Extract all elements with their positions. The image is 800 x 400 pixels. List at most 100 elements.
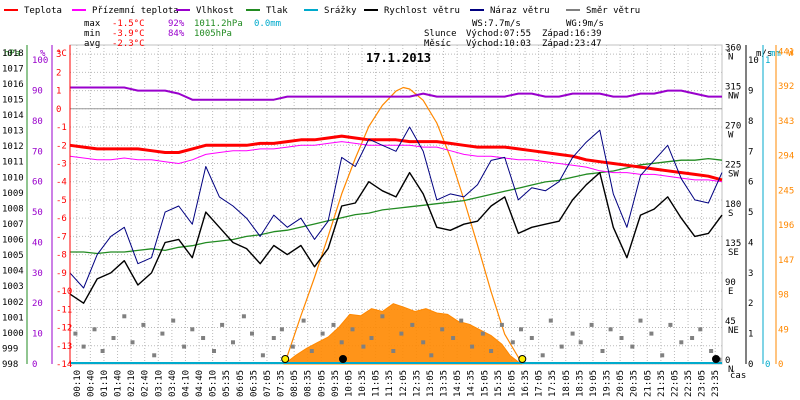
tick-c: -1 (56, 123, 67, 133)
wind-direction-point (668, 322, 673, 327)
tick-hpa: 1014 (2, 111, 24, 121)
wind-direction-point (111, 336, 116, 340)
tick-c: -13 (56, 342, 72, 352)
tick-time: 11:35 (385, 370, 395, 397)
legend-label-humidity: Vlhkost (196, 6, 234, 16)
wind-direction-point (510, 340, 515, 345)
wind-direction-point (600, 349, 605, 353)
tick-dir: NE (728, 326, 739, 336)
axis-label-pct: % (40, 49, 46, 59)
wind-direction-point (130, 340, 135, 345)
tick-time: 02:10 (127, 370, 137, 397)
tick-deg: 180 (725, 200, 741, 210)
tick-w: 294 (778, 152, 794, 162)
wind-direction-point (271, 336, 276, 340)
wind-direction-point (540, 353, 545, 358)
tick-deg: 360 (725, 44, 741, 54)
moon-rise: Východ:10:03 (466, 39, 531, 49)
tick-pct: 50 (32, 208, 43, 218)
tick-time: 09:35 (331, 370, 341, 397)
tick-time: 06:05 (236, 370, 246, 397)
legend-label-feels_like: Přízemní teplota (92, 6, 179, 16)
tick-ms: 4 (748, 238, 753, 248)
tick-hpa: 1007 (2, 220, 24, 230)
tick-c: -12 (56, 324, 72, 334)
wind-direction-point (361, 344, 366, 349)
tick-c: -5 (56, 196, 67, 206)
tick-time: 22:05 (671, 370, 681, 397)
wind-direction-point (608, 327, 613, 332)
wind-direction-point (171, 318, 176, 323)
tick-pct: 60 (32, 178, 43, 188)
stat-max-label: max (84, 19, 101, 29)
tick-deg: 135 (725, 239, 741, 249)
wind-direction-point (679, 340, 684, 345)
tick-pct: 40 (32, 238, 43, 248)
tick-time: 14:05 (453, 370, 463, 397)
tick-time: 07:35 (277, 370, 287, 397)
wind-direction-point (92, 327, 97, 332)
tick-w: 343 (778, 117, 794, 127)
tick-ms: 1 (748, 330, 753, 340)
wind-direction-point (391, 349, 396, 353)
tick-pct: 90 (32, 87, 43, 97)
tick-time: 19:05 (589, 370, 599, 397)
legend-label-wind_direction: Směr větru (586, 6, 640, 16)
tick-time: 09:05 (317, 370, 327, 397)
tick-pct: 100 (32, 56, 48, 66)
tick-ms: 0 (748, 360, 753, 370)
tick-c: -2 (56, 141, 67, 151)
tick-deg: 225 (725, 161, 741, 171)
tick-time: 13:05 (426, 370, 436, 397)
stat-max-temp: -1.5°C (112, 19, 145, 29)
humidity-line (70, 86, 722, 101)
tick-hpa: 1010 (2, 173, 24, 183)
tick-ms: 6 (748, 178, 753, 188)
wind-direction-point (182, 344, 187, 349)
wind-direction-point (630, 344, 635, 349)
tick-mm: 1 (765, 56, 770, 66)
tick-c: 1 (56, 87, 61, 97)
tick-hpa: 1004 (2, 267, 24, 277)
wind-direction-point (369, 336, 374, 340)
tick-time: 01:40 (114, 370, 124, 397)
tick-time: 18:05 (562, 370, 572, 397)
tick-c: -10 (56, 287, 72, 297)
wind-direction-point (260, 353, 265, 358)
tick-time: 04:40 (195, 370, 205, 397)
moonrise-marker (339, 355, 347, 363)
tick-time: 12:35 (412, 370, 422, 397)
wind-direction-point (190, 327, 195, 332)
wind-direction-point (440, 327, 445, 332)
tick-time: 17:05 (535, 370, 545, 397)
wind-direction-point (301, 318, 306, 323)
tick-time: 18:35 (575, 370, 585, 397)
tick-mm: 0 (765, 360, 770, 370)
tick-hpa: 1003 (2, 282, 24, 292)
wind-direction-point (320, 331, 325, 336)
axis-label-mm: mm (770, 49, 781, 59)
stat-avg-temp: -2.3°C (112, 39, 145, 49)
tick-time: 23:35 (711, 370, 721, 397)
tick-deg: 270 (725, 122, 741, 132)
wind-direction-point (212, 349, 216, 353)
tick-time: 05:35 (222, 370, 232, 397)
pressure-line (70, 157, 723, 255)
tick-time: 21:05 (643, 370, 653, 397)
wind-direction-point (380, 314, 385, 319)
tick-w: 196 (778, 221, 794, 231)
wind-direction-point (279, 327, 284, 332)
sun-set: Západ:16:39 (542, 29, 602, 39)
feels-like-line (69, 141, 723, 183)
wind-direction-point (529, 336, 534, 340)
wind-direction-point (570, 331, 575, 336)
tick-time: 01:10 (100, 370, 110, 397)
wind-gust-line (69, 126, 723, 289)
tick-time: 23:05 (698, 370, 708, 397)
tick-ms: 2 (748, 299, 753, 309)
tick-time: 03:10 (154, 370, 164, 397)
wind-direction-point (160, 331, 165, 336)
tick-c: -6 (56, 214, 67, 224)
tick-hpa: 1018 (2, 49, 24, 59)
stat-max-hum: 92% (168, 19, 185, 29)
